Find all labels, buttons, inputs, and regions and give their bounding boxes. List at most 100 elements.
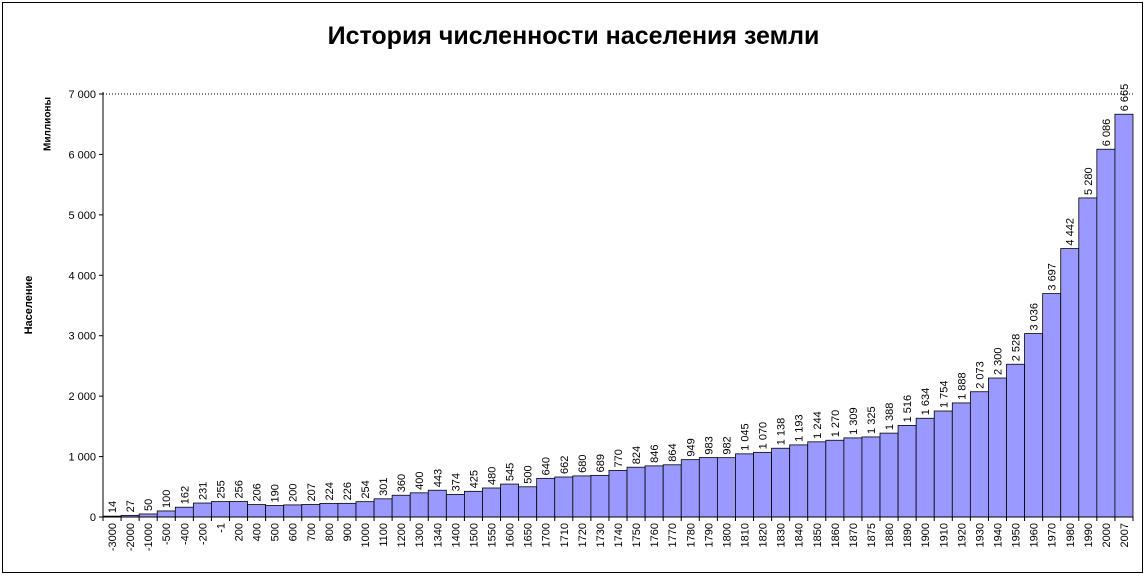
x-tick-label: 1890 <box>902 523 914 547</box>
data-label: 14 <box>107 501 119 513</box>
data-label: 1 045 <box>739 423 751 451</box>
x-tick-label: -400 <box>179 523 191 545</box>
data-label: 982 <box>721 436 733 454</box>
bar <box>1060 248 1080 518</box>
bar <box>482 487 501 518</box>
data-label: 50 <box>143 499 155 511</box>
data-label: 206 <box>252 483 264 501</box>
data-label: 480 <box>487 467 499 485</box>
x-tick-label: 1970 <box>1047 523 1059 547</box>
bar <box>373 498 393 518</box>
data-label: 256 <box>234 480 246 498</box>
x-tick-label: 600 <box>288 523 300 541</box>
bar <box>229 501 248 518</box>
bar <box>1114 113 1134 518</box>
bar <box>265 505 285 518</box>
data-label: 545 <box>505 463 517 481</box>
x-tick-label: -3000 <box>107 523 119 551</box>
x-tick-label: 1860 <box>830 523 842 547</box>
x-tick-label: 1870 <box>848 523 860 547</box>
data-label: 5 280 <box>1083 167 1095 195</box>
x-tick-label: 1700 <box>541 523 553 547</box>
bar <box>572 475 592 518</box>
data-label: 662 <box>559 456 571 474</box>
data-label: 200 <box>288 484 300 502</box>
bar <box>500 483 520 518</box>
data-label: 1 888 <box>956 372 968 400</box>
x-tick-label: 1990 <box>1083 523 1095 547</box>
x-tick-label: 1900 <box>920 523 932 547</box>
data-label: 1 070 <box>758 422 770 450</box>
data-label: 1 270 <box>830 410 842 438</box>
y-tick-label: 5 000 <box>68 210 96 222</box>
bar <box>590 474 610 518</box>
data-label: 949 <box>685 438 697 456</box>
x-tick-label: 1750 <box>631 523 643 547</box>
x-tick-label: 1720 <box>577 523 589 547</box>
bar <box>1006 363 1025 518</box>
x-tick-label: 1960 <box>1029 523 1041 547</box>
data-label: 374 <box>450 473 462 491</box>
x-tick-label: 1400 <box>450 523 462 547</box>
x-tick-label: -500 <box>161 523 173 545</box>
x-tick-label: 1840 <box>794 523 806 547</box>
data-label: 226 <box>342 482 354 500</box>
bar <box>192 502 212 518</box>
data-label: 864 <box>667 443 679 461</box>
data-label: 301 <box>378 477 390 495</box>
bar <box>301 504 321 518</box>
bar <box>1078 197 1098 518</box>
bar <box>156 510 176 518</box>
bar <box>988 377 1007 518</box>
bar <box>915 417 935 518</box>
y-tick-label: 1 000 <box>68 452 96 464</box>
data-label: 1 193 <box>794 414 806 442</box>
bar <box>536 477 556 518</box>
data-label: 207 <box>306 483 318 501</box>
bar <box>753 451 772 518</box>
x-tick-label: 1500 <box>468 523 480 547</box>
data-label: 1 244 <box>812 411 824 439</box>
data-label: 1 388 <box>884 403 896 431</box>
chart-title: История численности населения земли <box>327 22 820 50</box>
x-tick-label: -200 <box>197 523 209 545</box>
x-tick-label: 800 <box>324 523 336 541</box>
data-label: 27 <box>125 500 137 512</box>
x-tick-label: 1800 <box>721 523 733 547</box>
bar <box>716 457 736 518</box>
x-tick-label: 1820 <box>758 523 770 547</box>
y-tick-label: 4 000 <box>68 270 96 282</box>
bar <box>319 503 339 518</box>
data-label: 689 <box>595 454 607 472</box>
data-label: 2 073 <box>974 361 986 389</box>
bar <box>247 504 267 518</box>
x-tick-label: -2000 <box>125 523 137 551</box>
x-tick-label: 1000 <box>360 523 372 547</box>
data-label: 255 <box>215 480 227 498</box>
x-tick-label: 1550 <box>487 523 499 547</box>
data-label: 983 <box>703 436 715 454</box>
x-tick-label: 1880 <box>884 523 896 547</box>
x-tick-label: 700 <box>306 523 318 541</box>
bar <box>825 439 845 518</box>
x-tick-label: 2007 <box>1119 523 1131 547</box>
x-tick-label: 1300 <box>414 523 426 547</box>
data-label: 3 697 <box>1047 263 1059 291</box>
bar <box>608 470 628 518</box>
bar <box>662 464 682 518</box>
bar <box>879 432 899 518</box>
data-label: 224 <box>324 482 336 500</box>
data-label: 190 <box>270 484 282 502</box>
x-tick-label: 1730 <box>595 523 607 547</box>
x-tick-label: 1200 <box>396 523 408 547</box>
x-tick-label: 1875 <box>866 523 878 547</box>
data-label: 360 <box>396 474 408 492</box>
x-tick-label: 400 <box>252 523 264 541</box>
bar <box>933 410 953 518</box>
x-tick-label: -1 <box>215 523 227 533</box>
bar <box>771 447 791 518</box>
x-tick-label: 1760 <box>649 523 661 547</box>
x-tick-label: 1850 <box>812 523 824 547</box>
